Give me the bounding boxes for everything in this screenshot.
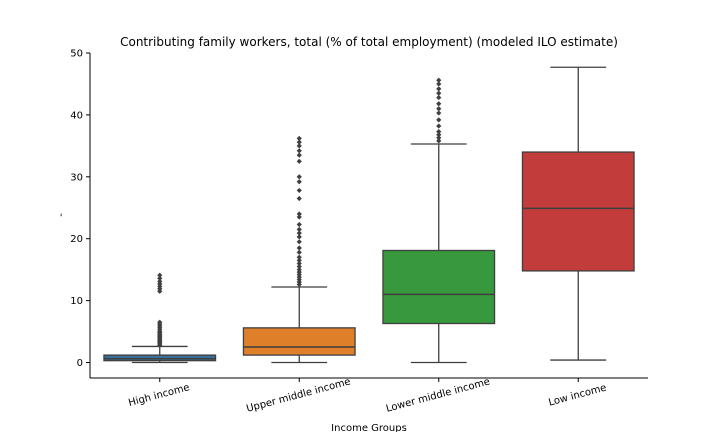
outlier-point xyxy=(296,226,302,233)
outlier-point xyxy=(436,90,442,96)
y-axis-label: - xyxy=(56,213,67,217)
outlier-point xyxy=(157,319,163,325)
outlier-point xyxy=(436,81,442,87)
box-3 xyxy=(521,151,635,272)
outlier-point xyxy=(296,211,302,217)
box-0 xyxy=(103,354,217,362)
y-tick-label: 10 xyxy=(70,296,83,307)
outlier-point xyxy=(296,230,302,236)
x-tick-label: High income xyxy=(127,382,191,409)
y-tick-label: 50 xyxy=(70,49,83,60)
plot-area: High income Upper middle income Lower midd… xyxy=(70,49,648,415)
x-tick-label: Upper middle income xyxy=(245,376,352,414)
outlier-point xyxy=(436,123,442,129)
outlier-point xyxy=(296,148,302,154)
outlier-point xyxy=(296,267,302,273)
outlier-point xyxy=(296,135,302,142)
outlier-point xyxy=(296,179,302,185)
outlier-point xyxy=(436,101,442,107)
outlier-point xyxy=(296,249,302,255)
outlier-point xyxy=(296,263,302,270)
outlier-point xyxy=(296,257,302,263)
x-axis-label: Income Groups xyxy=(331,423,407,432)
outlier-point xyxy=(296,195,302,202)
outlier-point xyxy=(436,135,442,141)
outlier-point xyxy=(436,94,442,101)
chart-title: Contributing family workers, total (% of… xyxy=(120,35,618,49)
outlier-point xyxy=(436,132,442,138)
outlier-point xyxy=(436,106,442,112)
outlier-point xyxy=(157,275,163,281)
y-tick-label: 0 xyxy=(77,358,83,369)
outlier-point xyxy=(436,117,442,123)
outlier-point xyxy=(296,234,302,240)
outlier-point xyxy=(296,254,302,260)
outlier-point xyxy=(436,138,442,144)
box-2 xyxy=(382,249,496,325)
outlier-point xyxy=(296,221,302,228)
outlier-point xyxy=(296,214,302,220)
outlier-point xyxy=(296,187,302,194)
y-tick-label: 30 xyxy=(70,172,83,183)
outlier-point xyxy=(436,77,442,83)
outlier-point xyxy=(157,272,163,278)
outlier-point xyxy=(296,139,302,145)
outlier-point xyxy=(296,245,302,251)
outlier-point xyxy=(157,278,163,285)
outlier-point xyxy=(296,239,302,245)
outlier-point xyxy=(296,260,302,267)
y-tick-label: 40 xyxy=(70,110,83,121)
outlier-point xyxy=(436,129,442,135)
y-tick-label: 20 xyxy=(70,234,83,245)
x-tick-label: Low income xyxy=(547,383,607,409)
outlier-point xyxy=(296,158,302,164)
outlier-point xyxy=(296,143,302,149)
x-tick-label: Lower middle income xyxy=(385,376,491,414)
outlier-point xyxy=(296,174,302,180)
outlier-point xyxy=(436,86,442,92)
outlier-point xyxy=(296,152,302,158)
outlier-point xyxy=(436,110,442,116)
box-1 xyxy=(242,327,356,356)
